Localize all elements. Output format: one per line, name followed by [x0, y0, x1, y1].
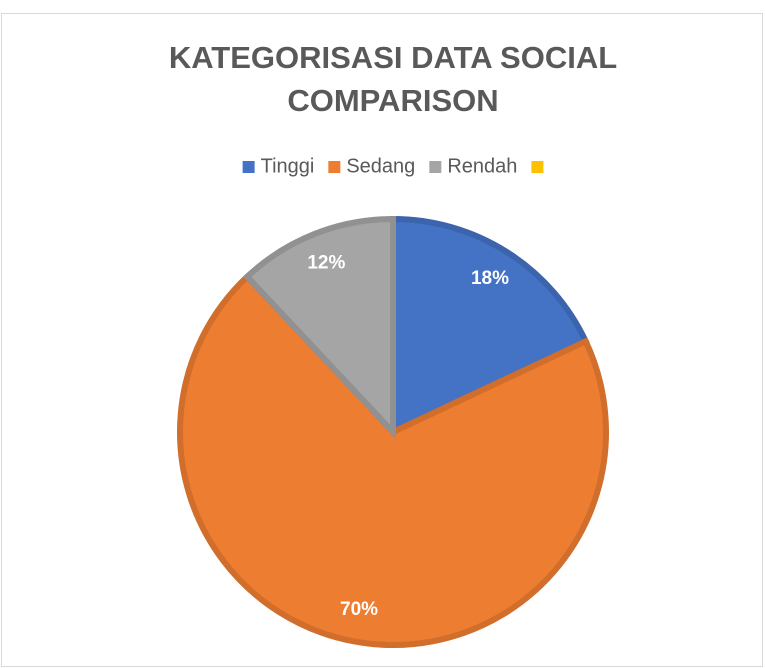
- pie-slice: [177, 272, 609, 648]
- legend-label: Tinggi: [261, 155, 315, 177]
- pie-slice: [242, 215, 396, 440]
- pie-slice: [390, 215, 590, 437]
- legend-swatch: [328, 161, 341, 173]
- legend-swatch: [429, 161, 442, 173]
- data-label: 18%: [471, 268, 509, 289]
- legend-swatch: [242, 161, 255, 173]
- legend-label: Sedang: [346, 155, 415, 177]
- legend-swatch: [531, 161, 544, 173]
- legend-label: Rendah: [447, 155, 517, 177]
- data-label: 70%: [340, 599, 378, 620]
- chart-title: KATEGORISASI DATA SOCIAL COMPARISON: [169, 40, 617, 118]
- data-label: 12%: [307, 253, 345, 274]
